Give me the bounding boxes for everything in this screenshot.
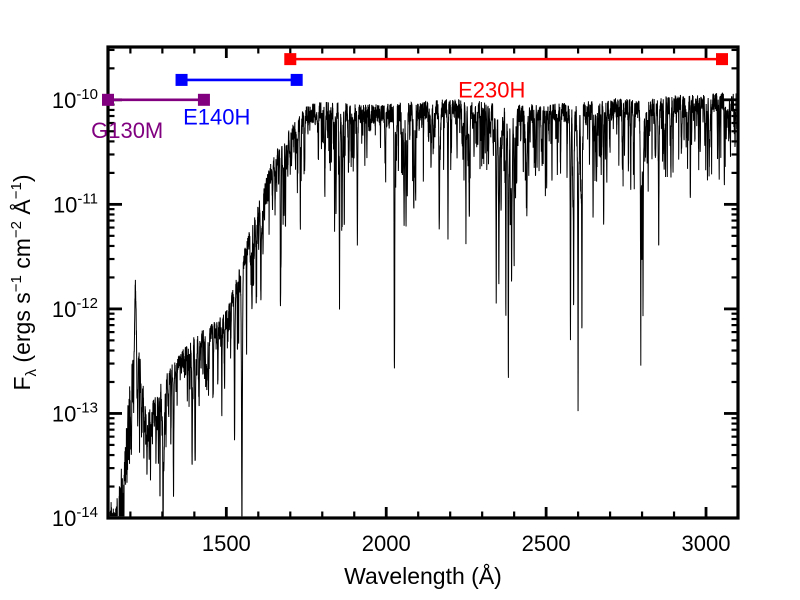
ylabel-lambda-sub: λ (23, 368, 40, 376)
spectrum-data-layer (109, 92, 737, 517)
range-end-marker (716, 53, 729, 66)
ylabel-mid1: cm (9, 238, 35, 275)
range-start-marker (102, 93, 114, 106)
axes-layer (106, 45, 740, 520)
instrument-range-e140h: E140H (175, 73, 303, 130)
ylabel-F: F (9, 376, 35, 390)
y-axis-title: Fλ (ergs s−1 cm−2 Å−1) (8, 174, 40, 390)
instrument-label: E140H (183, 105, 250, 130)
spectrum-trace (109, 92, 737, 517)
range-end-marker (290, 73, 303, 86)
axis-labels-layer: 1500 2000 2500 300010-1410-1310-1210-1110-1… (8, 86, 730, 589)
instrument-range-e230h: E230H (284, 53, 729, 103)
y-tick-exponent: -14 (76, 504, 98, 521)
x-tick-label: 3000 (682, 531, 731, 556)
range-end-marker (197, 93, 210, 106)
instrument-label: G130M (91, 118, 163, 143)
x-axis-title: Wavelength (Å) (344, 562, 502, 589)
ylabel-exp3: −1 (8, 182, 25, 199)
y-tick-exponent: -12 (76, 295, 98, 312)
instrument-range-annotations: G130M E140H E230H (91, 53, 729, 143)
ylabel-exp1: −1 (8, 275, 25, 292)
y-tick-exponent: -13 (76, 399, 98, 416)
ylabel-open: (ergs s (9, 292, 35, 369)
instrument-range-g130m: G130M (91, 93, 210, 143)
x-tick-label: 1500 (202, 531, 251, 556)
range-start-marker (175, 73, 188, 86)
ylabel-mid2: Å (8, 199, 35, 221)
y-tick-exponent: -10 (76, 86, 98, 103)
y-tick-label: 10-13 (52, 399, 98, 426)
y-tick-exponent: -11 (77, 190, 98, 207)
ylabel-close: ) (9, 174, 35, 182)
instrument-label: E230H (458, 78, 525, 103)
plot-frame (106, 45, 740, 520)
x-tick-label: 2000 (362, 531, 411, 556)
ylabel-exp2: −2 (8, 221, 25, 238)
x-tick-label: 2500 (522, 531, 571, 556)
range-start-marker (284, 53, 297, 66)
